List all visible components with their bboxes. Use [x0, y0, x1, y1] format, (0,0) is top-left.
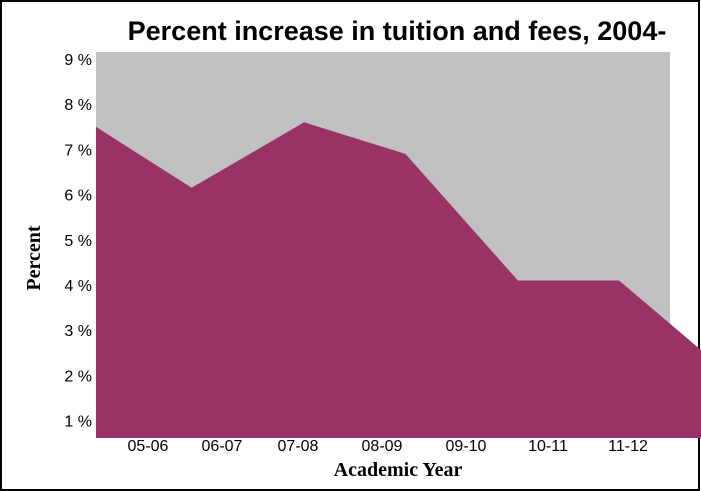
x-tick-label: 09-10	[446, 438, 487, 455]
y-tick-label: 9 %	[64, 52, 92, 69]
x-tick-label: 06-07	[202, 438, 243, 455]
y-tick-label: 7 %	[64, 142, 92, 159]
y-tick-label: 3 %	[64, 323, 92, 340]
y-axis-ticks: 9 % 8 % 7 % 6 % 5 % 4 % 3 % 2 % 1 %	[64, 52, 92, 431]
x-tick-label: 11-12	[608, 438, 648, 455]
area-series-fill	[96, 122, 701, 438]
y-tick-label: 4 %	[64, 278, 92, 295]
y-axis-label: Percent	[23, 225, 45, 290]
x-tick-label: 10-11	[528, 438, 568, 455]
x-tick-label: 07-08	[278, 438, 319, 455]
x-axis-ticks: 05-06 06-07 07-08 08-09 09-10 10-11 11-12	[128, 438, 648, 455]
y-tick-label: 2 %	[64, 368, 92, 385]
y-tick-label: 5 %	[64, 233, 92, 250]
y-tick-label: 6 %	[64, 188, 92, 205]
y-tick-label: 8 %	[64, 97, 92, 114]
x-tick-label: 08-09	[362, 438, 403, 455]
chart-title: Percent increase in tuition and fees, 20…	[128, 16, 667, 46]
x-tick-label: 05-06	[128, 438, 169, 455]
y-tick-label: 1 %	[64, 414, 92, 431]
x-axis-label: Academic Year	[334, 459, 463, 481]
